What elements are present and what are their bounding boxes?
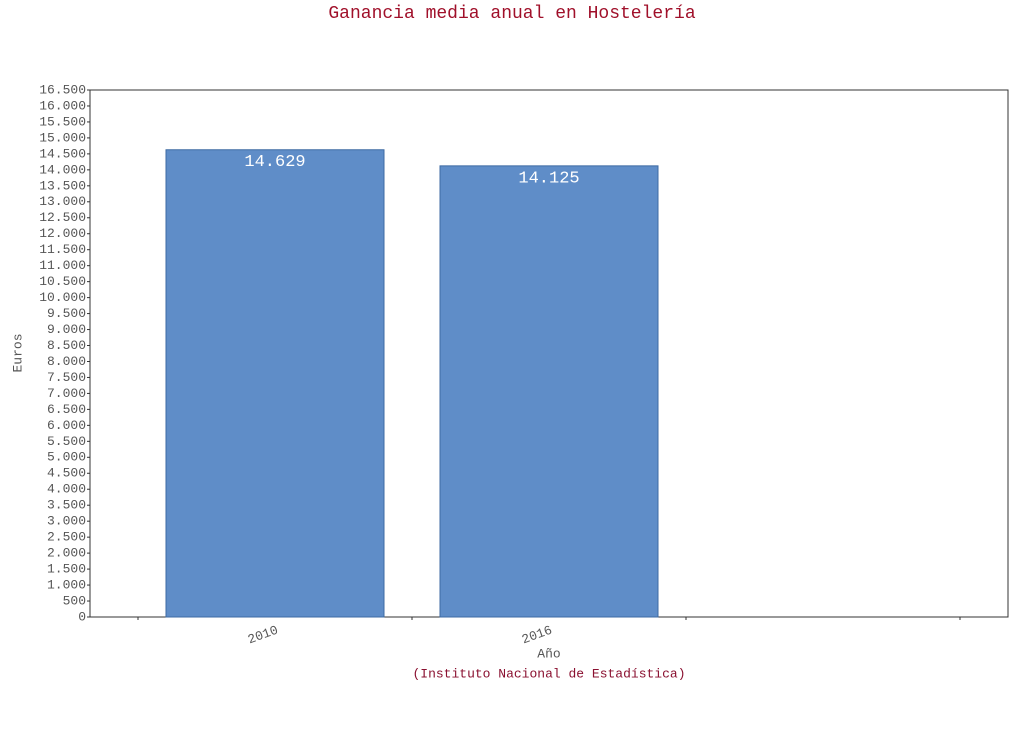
y-tick-label: 5.000 [47,450,86,465]
y-tick-label: 1.000 [47,577,86,592]
x-tick-label: 2016 [520,623,554,648]
value-label: 14.629 [244,153,305,172]
y-tick-label: 3.000 [47,514,86,529]
y-tick-label: 16.000 [39,98,86,113]
x-tick-label: 2010 [246,623,280,648]
y-tick-label: 0 [78,609,86,624]
y-tick-label: 6.500 [47,402,86,417]
y-tick-label: 13.000 [39,194,86,209]
y-tick-label: 2.000 [47,546,86,561]
y-tick-label: 12.000 [39,226,86,241]
chart-title: Ganancia media anual en Hostelería [328,4,695,24]
y-tick-label: 9.000 [47,322,86,337]
y-tick-label: 13.500 [39,178,86,193]
y-tick-label: 4.500 [47,466,86,481]
y-tick-label: 4.000 [47,482,86,497]
y-tick-label: 7.500 [47,370,86,385]
y-tick-label: 15.000 [39,130,86,145]
bar [165,149,385,618]
y-tick-label: 10.500 [39,274,86,289]
y-tick-label: 15.500 [39,114,86,129]
y-tick-label: 3.500 [47,498,86,513]
source-note: (Instituto Nacional de Estadística) [412,666,685,681]
y-tick-label: 7.000 [47,386,86,401]
y-tick-label: 2.500 [47,530,86,545]
y-tick-label: 14.000 [39,162,86,177]
y-tick-label: 8.500 [47,338,86,353]
value-label: 14.125 [518,169,579,188]
bar [439,165,659,618]
y-tick-label: 500 [63,593,86,608]
y-tick-label: 1.500 [47,562,86,577]
y-tick-label: 9.500 [47,306,86,321]
x-axis-label: Año [537,646,560,661]
y-tick-label: 8.000 [47,354,86,369]
y-tick-label: 6.000 [47,418,86,433]
y-tick-label: 11.000 [39,258,86,273]
y-tick-label: 14.500 [39,146,86,161]
y-tick-label: 12.500 [39,210,86,225]
y-axis-label: Euros [10,333,25,372]
y-tick-label: 11.500 [39,242,86,257]
y-tick-label: 5.500 [47,434,86,449]
y-tick-label: 10.000 [39,290,86,305]
y-tick-label: 16.500 [39,82,86,97]
